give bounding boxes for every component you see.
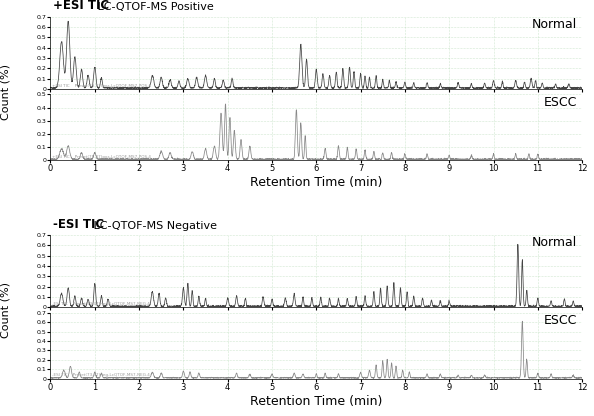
Text: Count (%): Count (%) xyxy=(1,64,11,120)
X-axis label: Retention Time (min): Retention Time (min) xyxy=(250,176,383,189)
Text: LC-QTOF-MS Positive: LC-QTOF-MS Positive xyxy=(94,2,214,12)
Text: Normal: Normal xyxy=(532,236,577,249)
Text: ESCC: ESCC xyxy=(544,314,577,327)
Text: LC-QTOF-MS Negative: LC-QTOF-MS Negative xyxy=(90,221,217,231)
Text: +ESI TIC    Preset(79.37)pos-LcQTOF-MS7-POS.4: +ESI TIC Preset(79.37)pos-LcQTOF-MS7-POS… xyxy=(52,155,150,159)
Text: ESCC: ESCC xyxy=(544,96,577,109)
Text: Normal: Normal xyxy=(532,18,577,31)
X-axis label: Retention Time (min): Retention Time (min) xyxy=(250,394,383,408)
Text: +ESI TIC: +ESI TIC xyxy=(53,0,109,12)
Text: -ESI TIC: -ESI TIC xyxy=(53,218,105,231)
Text: -ESI TIC    Preset(73.47)neg-LcQTOF-MS7-NEG.4: -ESI TIC Preset(73.47)neg-LcQTOF-MS7-NEG… xyxy=(52,302,149,306)
Text: +ESI TIC    Preset(79.37)pos-LcQTOF-MS7-POS.4: +ESI TIC Preset(79.37)pos-LcQTOF-MS7-POS… xyxy=(52,84,150,87)
Text: -ESI TIC    Preset(73.47)neg-LcQTOF-MS7-NEG.4: -ESI TIC Preset(73.47)neg-LcQTOF-MS7-NEG… xyxy=(52,373,149,377)
Text: Count (%): Count (%) xyxy=(1,282,11,338)
